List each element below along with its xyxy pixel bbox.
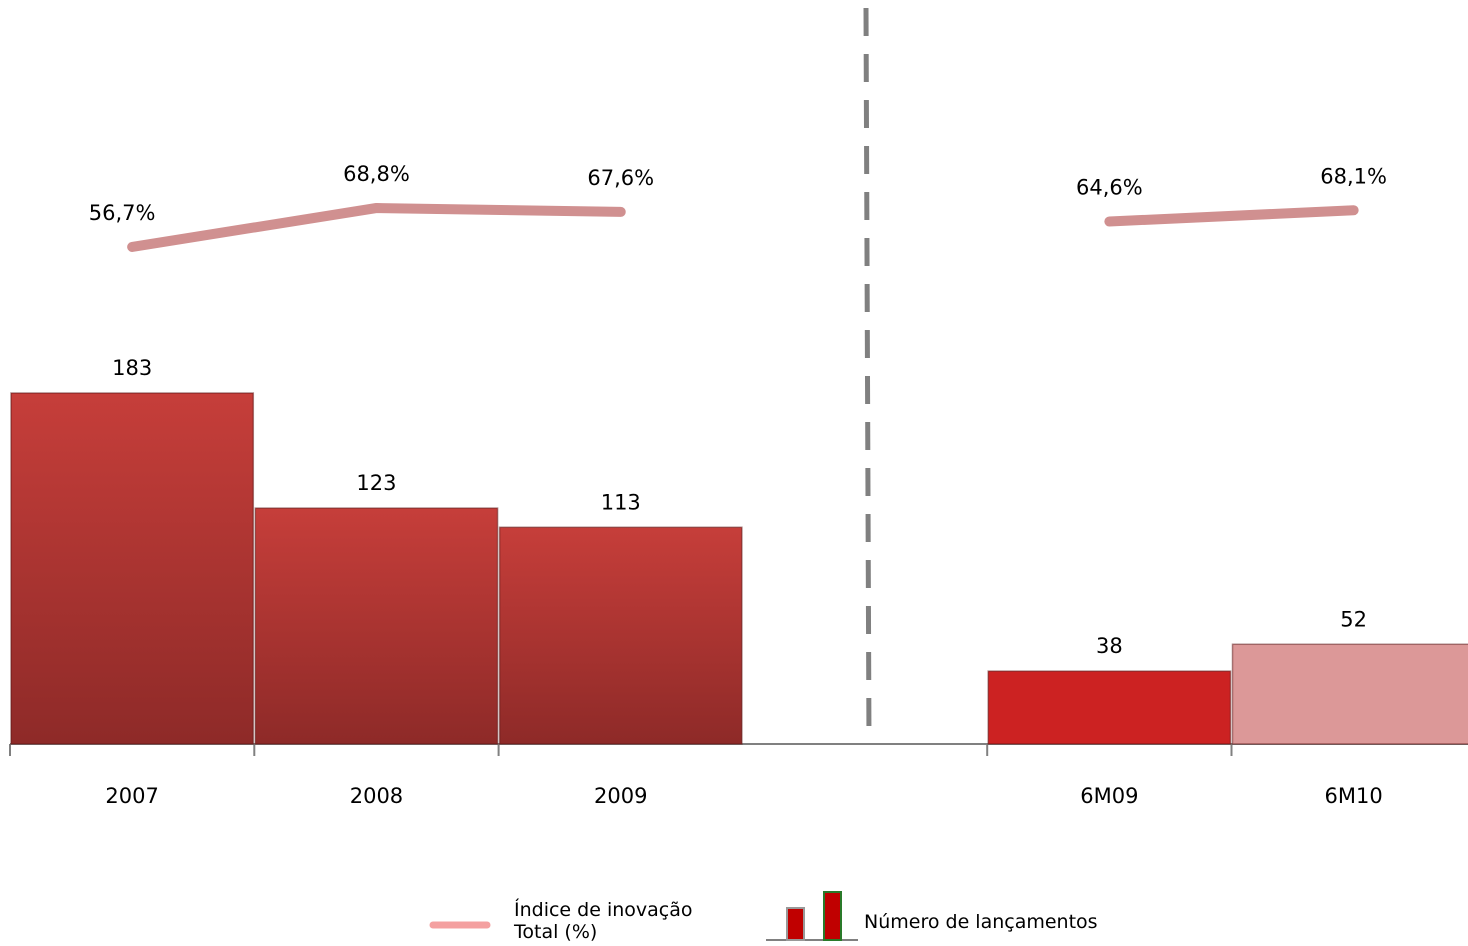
line-value-label: 67,6% — [587, 166, 654, 190]
x-tick-label: 2009 — [594, 784, 647, 808]
bar — [10, 392, 255, 745]
bar — [498, 526, 743, 745]
line-value-label: 68,8% — [343, 162, 410, 186]
bar-value-label: 113 — [601, 490, 641, 514]
x-tick-label: 2007 — [105, 784, 158, 808]
x-tick-label: 6M10 — [1325, 784, 1383, 808]
bar-value-label: 52 — [1340, 607, 1367, 631]
legend — [429, 891, 858, 941]
x-tick-label: 6M09 — [1080, 784, 1138, 808]
legend-label: Índice de inovação Total (%) — [514, 899, 693, 943]
line-value-label: 56,7% — [89, 201, 156, 225]
legend-label: Número de lançamentos — [864, 911, 1098, 933]
bar-value-label: 183 — [112, 356, 152, 380]
bar-value-label: 123 — [356, 471, 396, 495]
bar — [987, 670, 1232, 745]
x-tick-label: 2008 — [350, 784, 403, 808]
bar-value-label: 38 — [1096, 634, 1123, 658]
separator — [863, 7, 872, 745]
line-value-label: 68,1% — [1320, 164, 1387, 188]
legend-bar-swatch — [823, 891, 842, 941]
bar — [254, 507, 499, 745]
legend-bar-swatch — [786, 907, 805, 941]
bar — [1231, 643, 1468, 745]
line-value-label: 64,6% — [1076, 176, 1143, 200]
line — [127, 203, 1359, 252]
